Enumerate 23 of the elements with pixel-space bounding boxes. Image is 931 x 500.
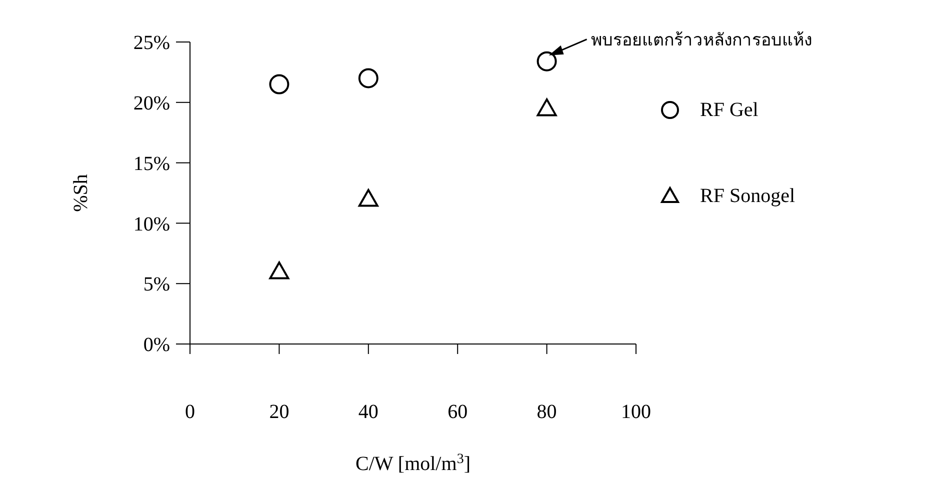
legend-label: RF Gel [700, 98, 758, 122]
x-tick-label: 40 [358, 401, 378, 423]
y-tick-label: 5% [143, 274, 170, 296]
y-tick-label: 0% [143, 334, 170, 356]
y-axis-title: %Sh [70, 174, 92, 212]
x-tick-label: 0 [185, 401, 195, 423]
point [269, 74, 290, 94]
x-tick-label: 60 [448, 401, 468, 423]
y-tick-label: 25% [133, 32, 170, 54]
point [358, 189, 378, 207]
x-tick-label: 80 [536, 401, 557, 423]
x-axis-title: C/W [mol/m$^{3}$] [356, 452, 470, 475]
y-tick-label: 20% [133, 92, 170, 114]
annotation: พบรอยแตกร้าวหลังการอบแห้ง [590, 30, 812, 50]
point [536, 51, 557, 72]
point [358, 68, 378, 88]
y-tick-label: 15% [133, 152, 170, 175]
legend-label: RF Sonogel [700, 184, 796, 208]
x-tick-label: 100 [621, 401, 651, 423]
x-tick-label: 20 [269, 401, 290, 423]
y-tick-label: 10% [133, 213, 170, 236]
point [536, 98, 557, 116]
point [269, 262, 290, 280]
